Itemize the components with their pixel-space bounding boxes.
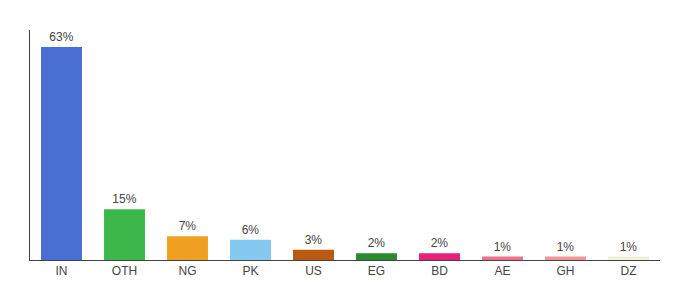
svg-text:IN: IN	[56, 264, 68, 278]
svg-text:6%: 6%	[242, 223, 260, 237]
svg-text:1%: 1%	[620, 240, 638, 254]
svg-text:AE: AE	[494, 264, 510, 278]
svg-text:GH: GH	[557, 264, 575, 278]
svg-text:63%: 63%	[49, 30, 73, 44]
svg-text:BD: BD	[431, 264, 448, 278]
svg-text:2%: 2%	[431, 236, 449, 250]
svg-text:15%: 15%	[112, 192, 136, 206]
svg-text:EG: EG	[368, 264, 385, 278]
svg-text:DZ: DZ	[621, 264, 637, 278]
svg-text:2%: 2%	[368, 236, 386, 250]
svg-text:3%: 3%	[305, 233, 323, 247]
svg-text:US: US	[305, 264, 322, 278]
svg-text:NG: NG	[179, 264, 197, 278]
svg-text:1%: 1%	[494, 240, 512, 254]
svg-text:OTH: OTH	[112, 264, 137, 278]
svg-text:1%: 1%	[557, 240, 575, 254]
svg-text:7%: 7%	[179, 219, 197, 233]
svg-text:PK: PK	[242, 264, 258, 278]
